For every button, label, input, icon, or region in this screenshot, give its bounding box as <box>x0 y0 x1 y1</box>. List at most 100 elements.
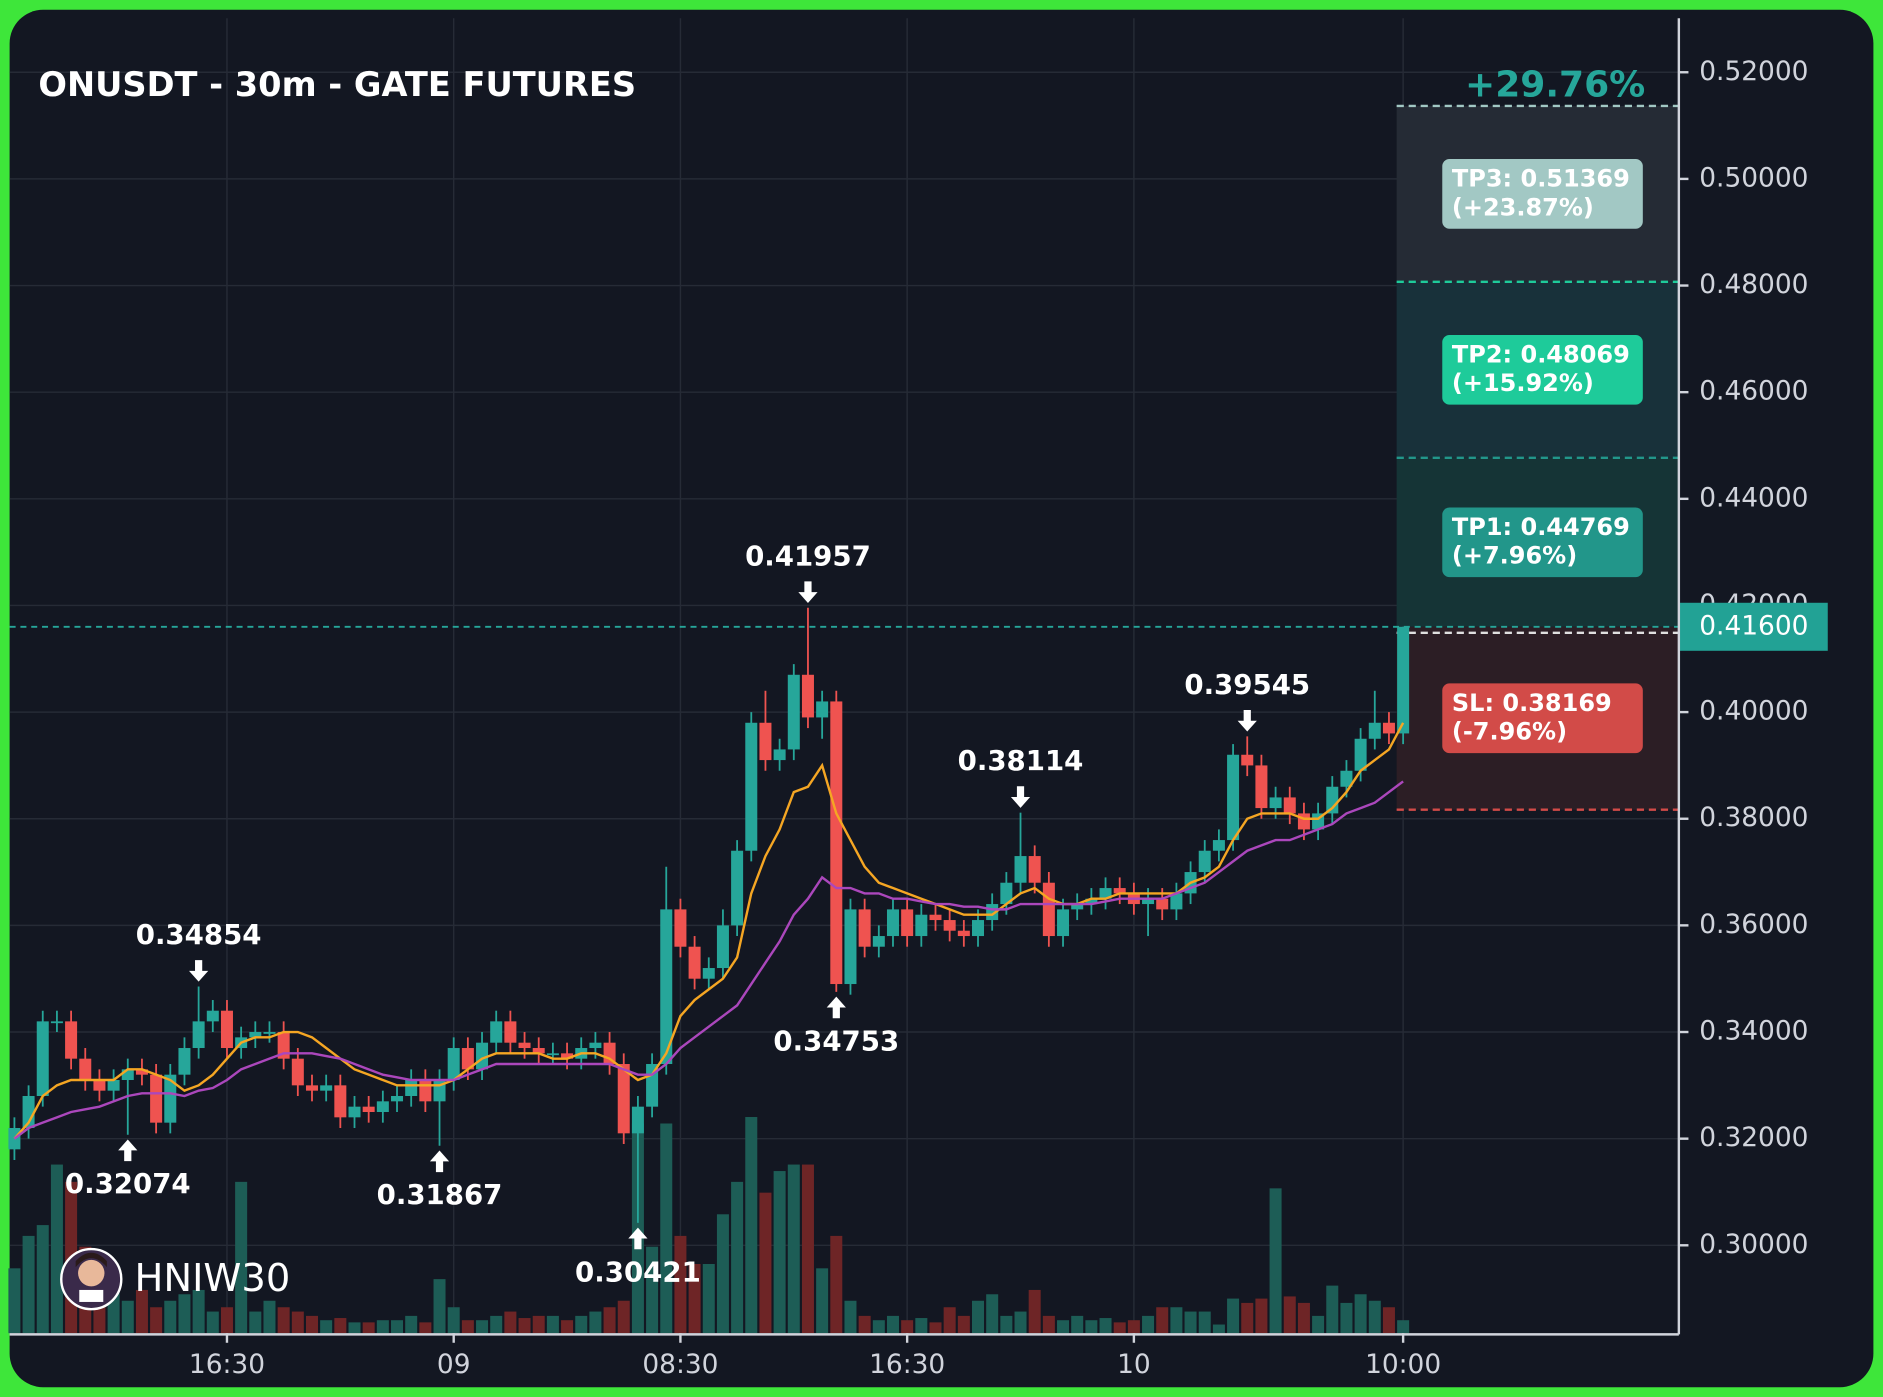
candle-body <box>631 1106 644 1134</box>
annotation-arrow <box>189 960 209 982</box>
moving-average <box>13 780 1404 1140</box>
volume-bar <box>334 1318 347 1334</box>
volume-bar <box>702 1264 715 1334</box>
candle-body <box>1198 850 1211 873</box>
volume-bar <box>759 1192 772 1334</box>
volume-bar <box>1071 1315 1084 1334</box>
y-tick-label: 0.32000 <box>1699 1122 1808 1153</box>
volume-bar <box>915 1318 928 1334</box>
volume-bar <box>589 1311 602 1334</box>
volume-bar <box>1241 1302 1254 1334</box>
chart-title: ONUSDT - 30m - GATE FUTURES <box>38 65 636 104</box>
avatar-face <box>78 1259 105 1287</box>
candle-body <box>348 1106 361 1118</box>
candle-body <box>1142 898 1155 905</box>
annotation-label: 0.34854 <box>136 918 262 951</box>
target-total: +29.76% <box>1465 65 1645 106</box>
candle-body <box>844 909 857 985</box>
annotation-label: 0.38114 <box>958 744 1084 777</box>
volume-bar <box>929 1322 942 1334</box>
volume-bar <box>1368 1300 1381 1334</box>
candle-body <box>419 1080 432 1102</box>
candle-body <box>1397 626 1410 734</box>
candle-body <box>1212 840 1225 851</box>
y-tick-label: 0.48000 <box>1699 269 1808 300</box>
target-box <box>1442 507 1643 578</box>
candle-body <box>22 1096 35 1128</box>
volume-bar <box>844 1300 857 1334</box>
volume-bar <box>504 1311 517 1334</box>
volume-bar <box>1397 1320 1410 1334</box>
volume-bar <box>1113 1322 1126 1334</box>
volume-bar <box>490 1315 503 1334</box>
candle-body <box>957 930 970 937</box>
candle-body <box>461 1048 474 1070</box>
candle-body <box>135 1069 148 1075</box>
target-label: TP3: 0.51369 <box>1452 164 1630 192</box>
volume-bar <box>121 1300 134 1334</box>
annotation-arrow <box>1237 709 1257 732</box>
candle-body <box>546 1053 559 1056</box>
volume-bar <box>546 1315 559 1334</box>
candle-body <box>65 1021 78 1059</box>
candle-body <box>376 1101 389 1113</box>
volume-bar <box>943 1307 956 1334</box>
candle-body <box>391 1096 404 1102</box>
watermark-text: HNIW30 <box>135 1256 291 1301</box>
volume-bar <box>1057 1320 1070 1334</box>
candle-body <box>93 1080 106 1091</box>
volume-bar <box>50 1164 63 1334</box>
candle-body <box>1297 813 1310 830</box>
volume-bar <box>787 1164 800 1334</box>
volume-bar <box>1127 1320 1140 1334</box>
volume-bar <box>731 1181 744 1334</box>
moving-average <box>13 722 1405 1140</box>
volume-bar <box>518 1318 531 1334</box>
candle-body <box>773 749 786 761</box>
candle-body <box>731 850 744 926</box>
volume-bar <box>986 1294 999 1334</box>
volume-bar <box>22 1235 35 1334</box>
candle-body <box>660 909 673 1065</box>
candle-body <box>830 701 843 985</box>
candle-body <box>476 1042 489 1070</box>
volume-bar <box>235 1181 248 1334</box>
annotation-label: 0.41957 <box>745 539 871 572</box>
volume-bar <box>291 1311 304 1334</box>
y-tick-label: 0.36000 <box>1699 909 1808 940</box>
candle-body <box>1170 893 1183 910</box>
candle-body <box>1283 797 1296 814</box>
target-label: TP1: 0.44769 <box>1452 513 1630 541</box>
y-tick-label: 0.38000 <box>1699 802 1808 833</box>
volume-bar <box>646 1246 659 1334</box>
volume-bar <box>461 1320 474 1334</box>
volume-bar <box>561 1320 574 1334</box>
volume-bar <box>1212 1324 1225 1334</box>
annotation-arrow <box>826 996 846 1019</box>
volume-bar <box>1142 1315 1155 1334</box>
y-tick-label: 0.30000 <box>1699 1229 1808 1260</box>
volume-bar <box>1255 1298 1268 1334</box>
volume-bar <box>362 1322 375 1334</box>
target-change: (-7.96%) <box>1452 718 1567 746</box>
candle-body <box>305 1085 318 1091</box>
volume-bar <box>1198 1311 1211 1334</box>
volume-bar <box>1269 1188 1282 1334</box>
candle-body <box>674 909 687 947</box>
x-tick-label: 16:30 <box>869 1349 945 1380</box>
x-tick-label: 08:30 <box>642 1349 718 1380</box>
volume-bar <box>886 1315 899 1334</box>
x-tick-label: 10 <box>1117 1349 1151 1380</box>
volume-bar <box>603 1307 616 1334</box>
candle-body <box>617 1064 630 1134</box>
candle-body <box>1042 882 1055 937</box>
volume-bar <box>716 1214 729 1334</box>
volume-bar <box>447 1307 460 1334</box>
volume-bar <box>1297 1302 1310 1334</box>
candle-body <box>121 1069 134 1081</box>
avatar-hair <box>75 1252 107 1268</box>
volume <box>8 1117 1410 1334</box>
volume-bar <box>901 1320 914 1334</box>
